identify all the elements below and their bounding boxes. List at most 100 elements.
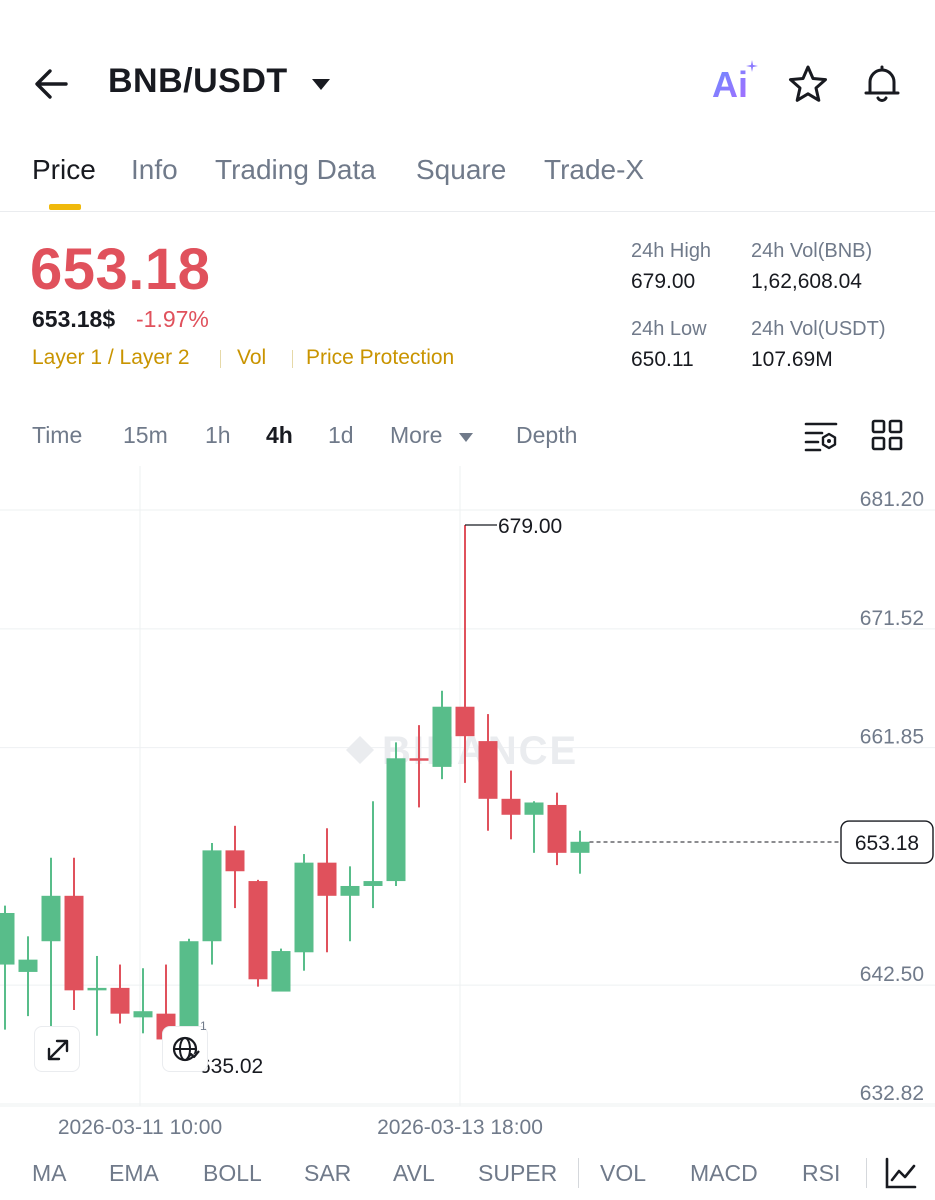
candle-body bbox=[432, 706, 452, 767]
indicator-boll[interactable]: BOLL bbox=[203, 1160, 262, 1186]
y-tick-label: 661.85 bbox=[860, 726, 924, 749]
candle-body bbox=[386, 758, 406, 882]
candle-body bbox=[363, 881, 383, 886]
y-tick-label: 681.20 bbox=[860, 488, 924, 511]
expand-chart-button[interactable] bbox=[34, 1026, 80, 1072]
candle bbox=[110, 964, 130, 1024]
candle bbox=[64, 857, 84, 1010]
interval-4h[interactable]: 4h bbox=[266, 422, 293, 448]
candle bbox=[455, 525, 475, 783]
grid-layout-icon[interactable] bbox=[870, 418, 904, 452]
y-tick-label: 671.52 bbox=[860, 607, 924, 630]
candle-body bbox=[524, 802, 544, 815]
star-icon[interactable] bbox=[786, 62, 830, 106]
candle bbox=[386, 742, 406, 886]
indicator-settings-icon[interactable] bbox=[804, 418, 838, 452]
arrow-left-icon[interactable] bbox=[30, 62, 74, 106]
indicator-ema[interactable]: EMA bbox=[109, 1160, 159, 1186]
interval-depth[interactable]: Depth bbox=[516, 422, 578, 448]
stat-low-value: 650.11 bbox=[631, 348, 694, 371]
candles bbox=[0, 525, 590, 1066]
tag-vol[interactable]: Vol bbox=[237, 346, 267, 369]
x-tick-label: 2026-03-13 18:00 bbox=[377, 1116, 543, 1139]
tab-trading-data[interactable]: Trading Data bbox=[215, 154, 376, 185]
ai-button[interactable]: Ai bbox=[708, 60, 760, 108]
indicator-bar: MA EMA BOLL SAR AVL SUPER VOL MACD RSI bbox=[0, 1150, 935, 1200]
interval-more[interactable]: More bbox=[390, 422, 443, 448]
tag-layer[interactable]: Layer 1 / Layer 2 bbox=[32, 346, 190, 369]
tab-info[interactable]: Info bbox=[131, 154, 178, 185]
ai-label: Ai bbox=[712, 64, 748, 105]
candle-body bbox=[547, 804, 567, 853]
candle bbox=[41, 857, 61, 1045]
candle-body bbox=[570, 841, 590, 853]
indicator-avl[interactable]: AVL bbox=[393, 1160, 435, 1186]
candle bbox=[409, 725, 429, 808]
candle bbox=[248, 879, 268, 987]
candle bbox=[294, 854, 314, 971]
caret-down-icon[interactable] bbox=[458, 430, 474, 444]
candle bbox=[524, 801, 544, 853]
indicator-sar[interactable]: SAR bbox=[304, 1160, 352, 1186]
last-price: 653.18 bbox=[30, 237, 211, 302]
low-marker-label: 635.02 bbox=[199, 1055, 263, 1078]
candle bbox=[478, 714, 498, 831]
indicator-divider bbox=[578, 1158, 579, 1188]
chart-type-icon[interactable] bbox=[884, 1156, 918, 1190]
globe-icon bbox=[172, 1036, 200, 1062]
x-axis: 2026-03-11 10:00 2026-03-13 18:00 bbox=[0, 1105, 935, 1139]
candle-body bbox=[0, 912, 15, 965]
interval-1h[interactable]: 1h bbox=[205, 422, 231, 448]
candle-body bbox=[294, 862, 314, 953]
candle bbox=[432, 690, 452, 780]
candle bbox=[133, 968, 153, 1034]
sparkle-icon bbox=[746, 60, 758, 72]
globe-button[interactable] bbox=[162, 1026, 208, 1072]
chart-grid bbox=[0, 466, 935, 1106]
main-tabs: Price Info Trading Data Square Trade-X bbox=[0, 150, 935, 212]
indicator-ma[interactable]: MA bbox=[32, 1160, 67, 1186]
interval-15m[interactable]: 15m bbox=[123, 422, 168, 448]
interval-time[interactable]: Time bbox=[32, 422, 83, 448]
indicator-vol[interactable]: VOL bbox=[600, 1160, 647, 1186]
globe-badge: 1 bbox=[200, 1019, 207, 1033]
candle bbox=[0, 905, 15, 1030]
high-marker-label: 679.00 bbox=[498, 515, 562, 538]
pair-title[interactable]: BNB/USDT bbox=[108, 62, 288, 100]
candle-body bbox=[478, 741, 498, 799]
header: BNB/USDT Ai bbox=[0, 40, 935, 130]
candle-body bbox=[248, 881, 268, 980]
candle bbox=[225, 825, 245, 909]
candle-body bbox=[110, 987, 130, 1014]
indicator-rsi[interactable]: RSI bbox=[802, 1160, 841, 1186]
indicator-divider bbox=[866, 1158, 867, 1188]
tab-price[interactable]: Price bbox=[32, 154, 96, 185]
candle-body bbox=[18, 959, 38, 972]
candle bbox=[271, 948, 291, 992]
candle-body bbox=[133, 1011, 153, 1018]
indicator-super[interactable]: SUPER bbox=[478, 1160, 558, 1186]
stat-high-value: 679.00 bbox=[631, 270, 696, 293]
tab-trade-x[interactable]: Trade-X bbox=[544, 154, 645, 185]
bell-icon[interactable] bbox=[860, 62, 904, 106]
candle bbox=[18, 936, 38, 1017]
candle-body bbox=[409, 758, 429, 761]
y-axis: 681.20 671.52 661.85 642.50 632.82 bbox=[860, 488, 924, 1105]
y-tick-label: 632.82 bbox=[860, 1082, 924, 1105]
interval-1d[interactable]: 1d bbox=[328, 422, 354, 448]
caret-down-icon[interactable] bbox=[310, 73, 332, 95]
candle bbox=[570, 830, 590, 874]
candle bbox=[317, 828, 337, 953]
price-markers: 679.00 635.02 653.18 bbox=[166, 515, 934, 1078]
last-price-box bbox=[840, 820, 934, 864]
tab-square[interactable]: Square bbox=[416, 154, 507, 185]
stat-vol-usdt-value: 107.69M bbox=[751, 348, 833, 371]
tag-price-protection[interactable]: Price Protection bbox=[306, 346, 455, 369]
candle-body bbox=[41, 895, 61, 942]
y-tick-label: 642.50 bbox=[860, 963, 924, 986]
indicator-macd[interactable]: MACD bbox=[690, 1160, 758, 1186]
interval-bar: Time 15m 1h 4h 1d More Depth bbox=[0, 412, 935, 462]
tag-divider bbox=[292, 350, 293, 368]
candle-body bbox=[87, 987, 107, 991]
